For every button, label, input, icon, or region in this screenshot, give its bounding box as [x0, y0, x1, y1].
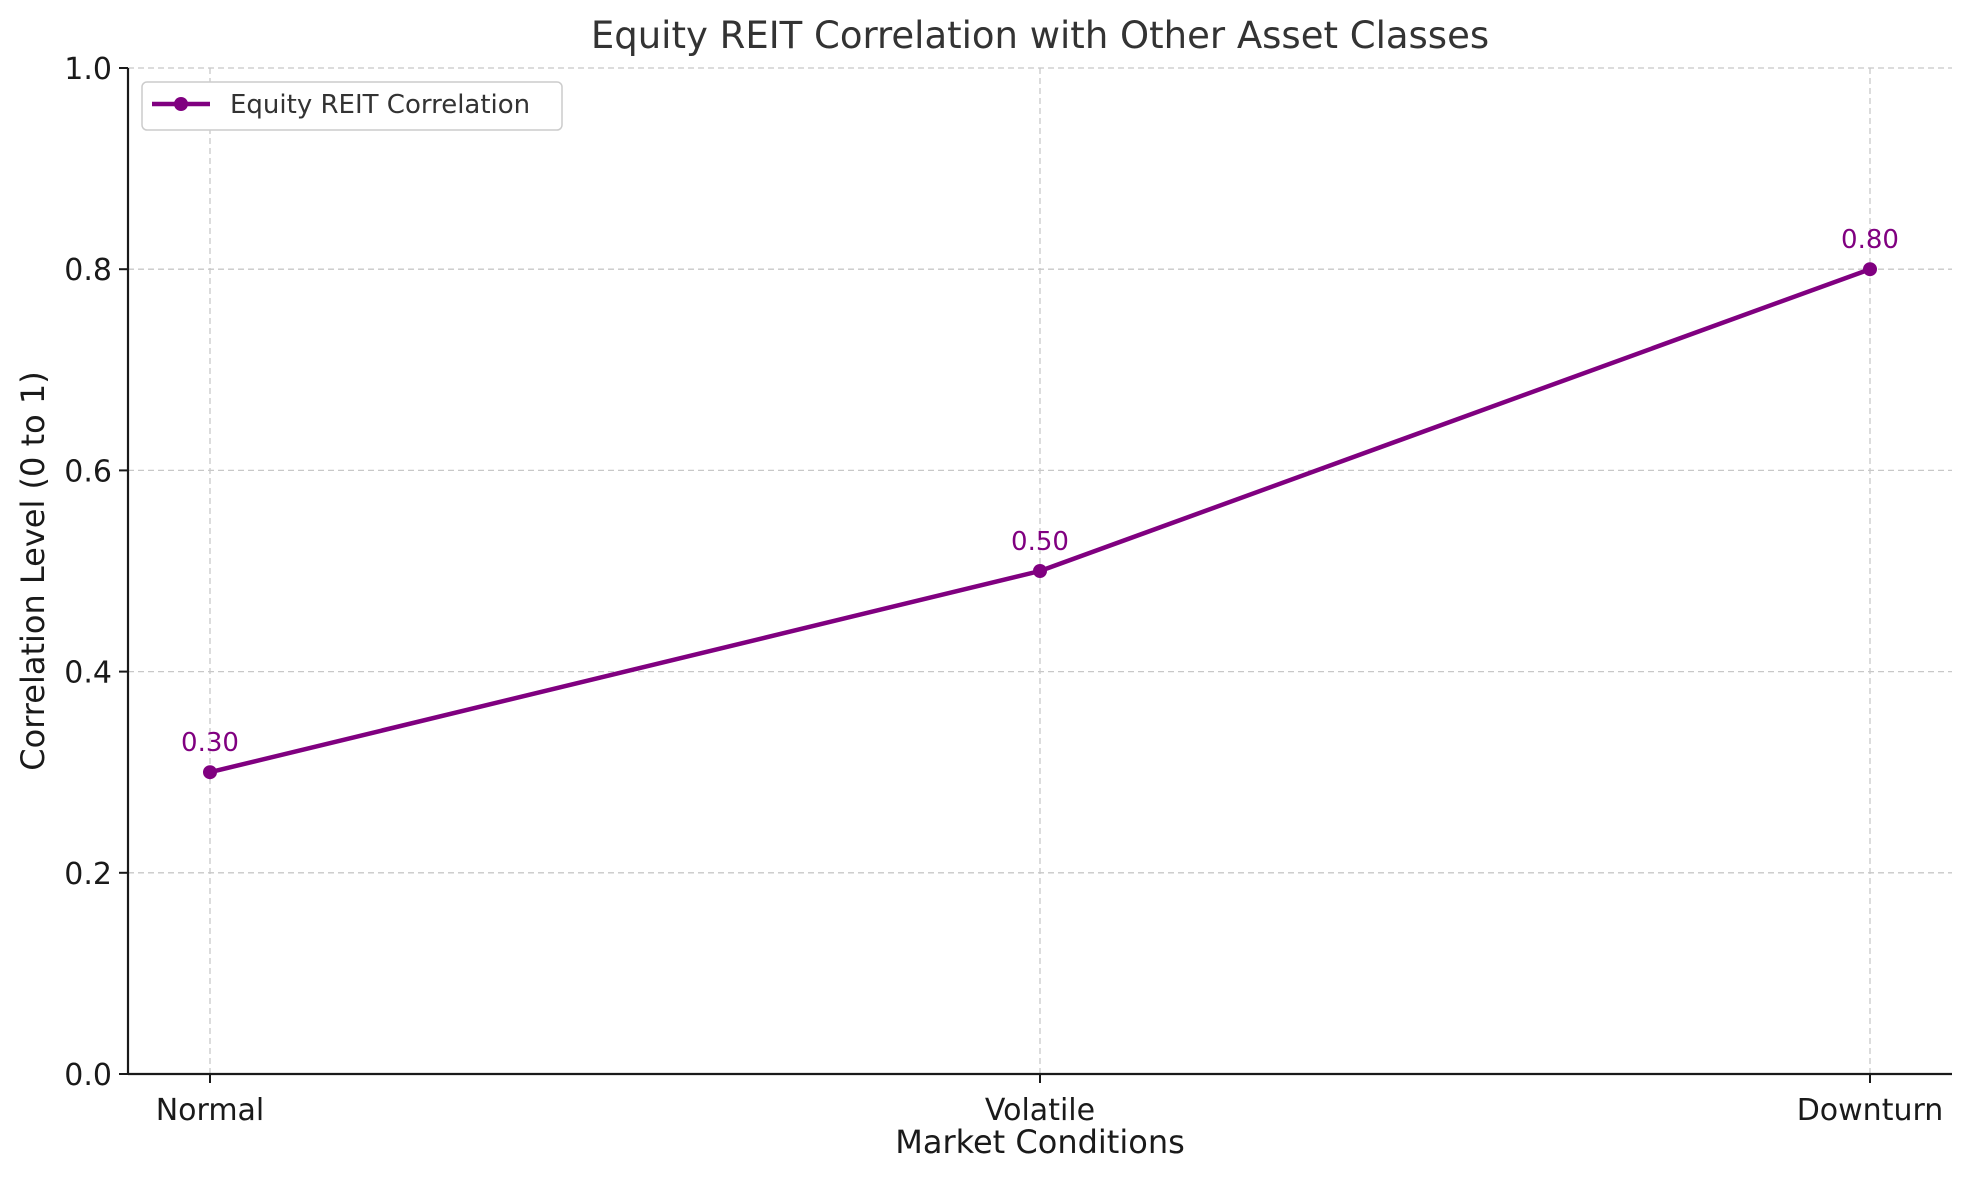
data-label: 0.30 [181, 728, 239, 758]
legend-box [141, 81, 563, 131]
data-label: 0.80 [1841, 225, 1899, 255]
data-point [203, 765, 217, 780]
x-tick-label: Downturn [1797, 1093, 1944, 1128]
x-ticks: Normal Volatile Downturn [156, 1074, 1944, 1128]
x-axis-label: Market Conditions [895, 1123, 1185, 1161]
x-tick-label: Volatile [985, 1093, 1095, 1128]
y-tick-label: 0.6 [64, 454, 112, 489]
data-point [1033, 564, 1047, 578]
y-ticks: 0.0 0.2 0.4 0.6 0.8 1.0 [64, 52, 128, 1093]
y-axis-label: Correlation Level (0 to 1) [14, 371, 52, 770]
legend-label: Equity REIT Correlation [230, 90, 530, 120]
legend-marker-swatch [174, 97, 188, 111]
x-tick-label: Normal [156, 1093, 265, 1128]
series-layer: 0.30 0.50 0.80 [181, 225, 1899, 780]
legend: Equity REIT Correlation [141, 81, 563, 131]
y-tick-label: 0.2 [64, 857, 112, 892]
chart-title: Equity REIT Correlation with Other Asset… [591, 14, 1489, 57]
data-label: 0.50 [1011, 527, 1069, 557]
y-tick-label: 0.0 [64, 1058, 112, 1093]
y-tick-label: 1.0 [64, 52, 112, 87]
y-tick-label: 0.8 [64, 253, 112, 288]
data-point [1863, 262, 1877, 277]
y-tick-label: 0.4 [64, 656, 112, 691]
